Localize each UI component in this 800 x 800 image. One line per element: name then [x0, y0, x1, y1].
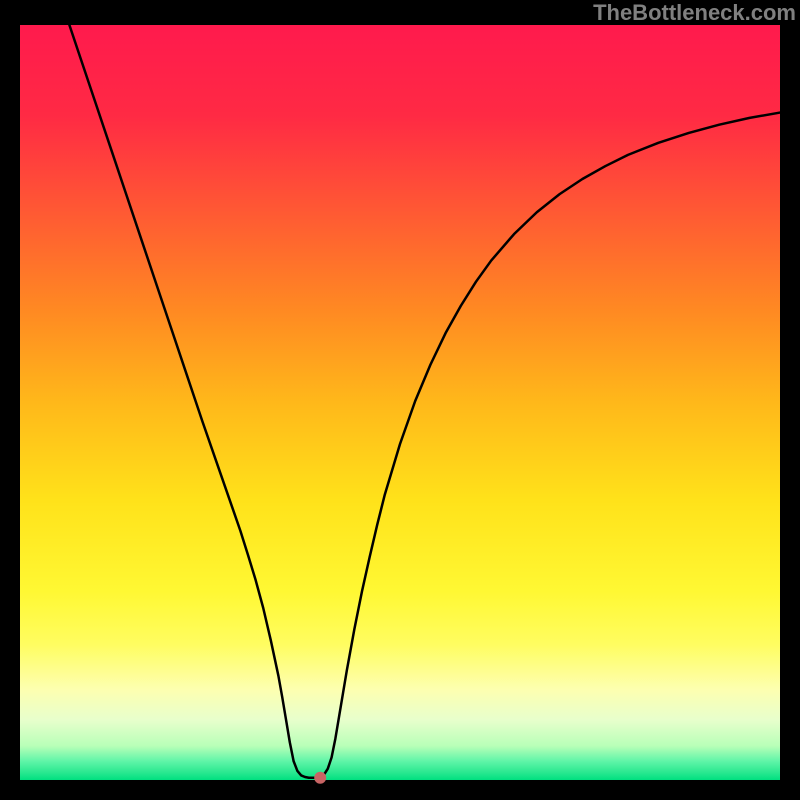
chart-svg	[0, 0, 800, 800]
watermark-text: TheBottleneck.com	[593, 0, 796, 26]
bottleneck-chart: TheBottleneck.com	[0, 0, 800, 800]
minimum-marker	[314, 772, 326, 784]
